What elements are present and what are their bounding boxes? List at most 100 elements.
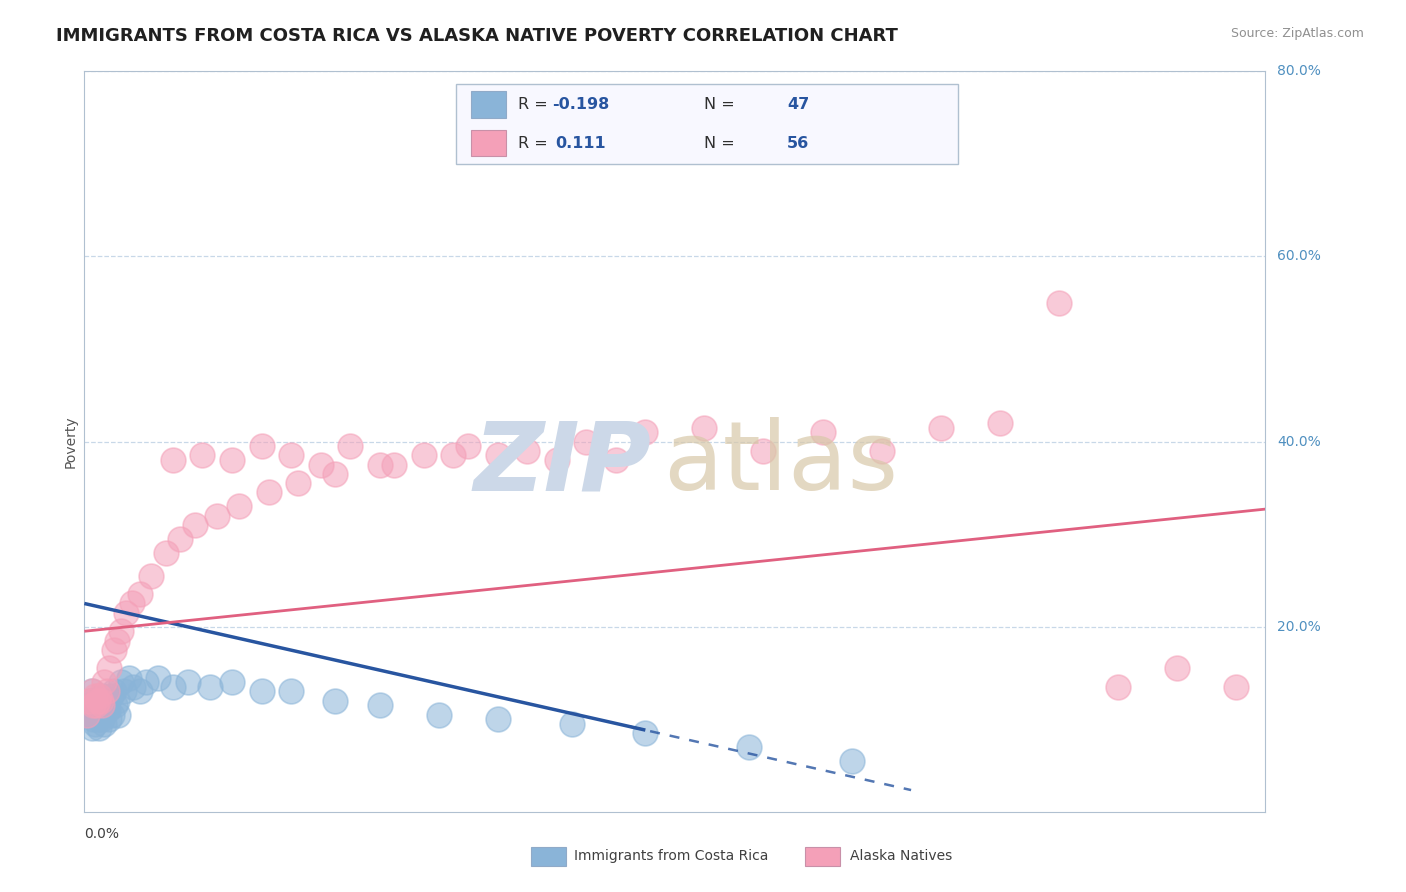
Point xyxy=(129,587,152,601)
Point xyxy=(605,453,627,467)
Point xyxy=(91,712,114,726)
Point xyxy=(325,694,347,708)
Point xyxy=(250,684,273,698)
Text: 80.0%: 80.0% xyxy=(1277,64,1322,78)
Point xyxy=(162,453,184,467)
Point xyxy=(139,568,162,582)
Point xyxy=(929,420,952,434)
Point xyxy=(103,642,125,657)
Text: ZIP: ZIP xyxy=(474,417,651,510)
Text: R =: R = xyxy=(517,97,547,112)
Point xyxy=(198,680,221,694)
Point xyxy=(80,684,103,698)
Point xyxy=(738,739,761,754)
Point xyxy=(96,698,118,713)
Point xyxy=(221,675,243,690)
Point xyxy=(77,694,100,708)
Point xyxy=(257,485,280,500)
Point xyxy=(107,707,129,722)
Bar xyxy=(804,847,841,866)
Point xyxy=(811,425,834,440)
Point xyxy=(184,517,207,532)
Point xyxy=(77,707,100,722)
Point xyxy=(443,449,465,463)
Point xyxy=(118,671,141,685)
Point xyxy=(80,684,103,698)
Point xyxy=(82,712,104,726)
Point xyxy=(413,449,436,463)
Point xyxy=(368,458,391,472)
Point xyxy=(97,703,120,717)
Point xyxy=(110,675,132,690)
Text: R =: R = xyxy=(517,136,547,151)
FancyBboxPatch shape xyxy=(457,84,959,164)
Point xyxy=(83,689,105,703)
Point xyxy=(368,698,391,713)
Point xyxy=(693,420,716,434)
Point xyxy=(105,633,128,648)
Point xyxy=(86,694,108,708)
Text: 60.0%: 60.0% xyxy=(1277,250,1322,263)
Point xyxy=(80,722,103,736)
Text: Alaska Natives: Alaska Natives xyxy=(849,849,952,863)
Point xyxy=(634,726,657,740)
Point xyxy=(121,597,143,611)
Point xyxy=(516,443,538,458)
Point xyxy=(83,716,105,731)
Point xyxy=(988,416,1011,430)
Point xyxy=(83,703,105,717)
Point xyxy=(76,698,98,713)
Y-axis label: Poverty: Poverty xyxy=(63,416,77,467)
Point xyxy=(382,458,406,472)
Point xyxy=(162,680,184,694)
Text: 56: 56 xyxy=(787,136,810,151)
Point xyxy=(98,712,121,726)
Point xyxy=(84,698,107,713)
Point xyxy=(104,698,127,713)
Bar xyxy=(471,130,506,156)
Point xyxy=(841,754,863,768)
Point xyxy=(250,439,273,453)
Point xyxy=(177,675,200,690)
Text: 47: 47 xyxy=(787,97,810,112)
Point xyxy=(1166,661,1188,675)
Point xyxy=(870,443,893,458)
Point xyxy=(457,439,479,453)
Point xyxy=(90,694,112,708)
Point xyxy=(98,661,121,675)
Point xyxy=(91,698,114,713)
Point xyxy=(561,716,583,731)
Point xyxy=(122,680,145,694)
Bar xyxy=(531,847,567,866)
Point xyxy=(112,684,135,698)
Bar xyxy=(471,91,506,118)
Point xyxy=(105,694,128,708)
Point xyxy=(84,698,107,713)
Point xyxy=(103,684,125,698)
Point xyxy=(94,694,117,708)
Point xyxy=(93,716,115,731)
Point xyxy=(148,671,170,685)
Text: 0.111: 0.111 xyxy=(555,136,606,151)
Point xyxy=(93,675,115,690)
Point xyxy=(1225,680,1247,694)
Text: IMMIGRANTS FROM COSTA RICA VS ALASKA NATIVE POVERTY CORRELATION CHART: IMMIGRANTS FROM COSTA RICA VS ALASKA NAT… xyxy=(56,27,898,45)
Point xyxy=(135,675,157,690)
Point xyxy=(280,449,302,463)
Text: N =: N = xyxy=(704,97,735,112)
Text: 0.0%: 0.0% xyxy=(84,827,120,840)
Point xyxy=(427,707,450,722)
Point xyxy=(86,712,108,726)
Point xyxy=(169,532,191,546)
Point xyxy=(155,545,177,560)
Point xyxy=(287,476,309,491)
Point xyxy=(87,722,111,736)
Point xyxy=(87,689,111,703)
Point xyxy=(486,449,509,463)
Point xyxy=(79,694,101,708)
Point xyxy=(207,508,229,523)
Point xyxy=(91,689,114,703)
Point xyxy=(280,684,302,698)
Point xyxy=(110,624,132,639)
Point xyxy=(129,684,152,698)
